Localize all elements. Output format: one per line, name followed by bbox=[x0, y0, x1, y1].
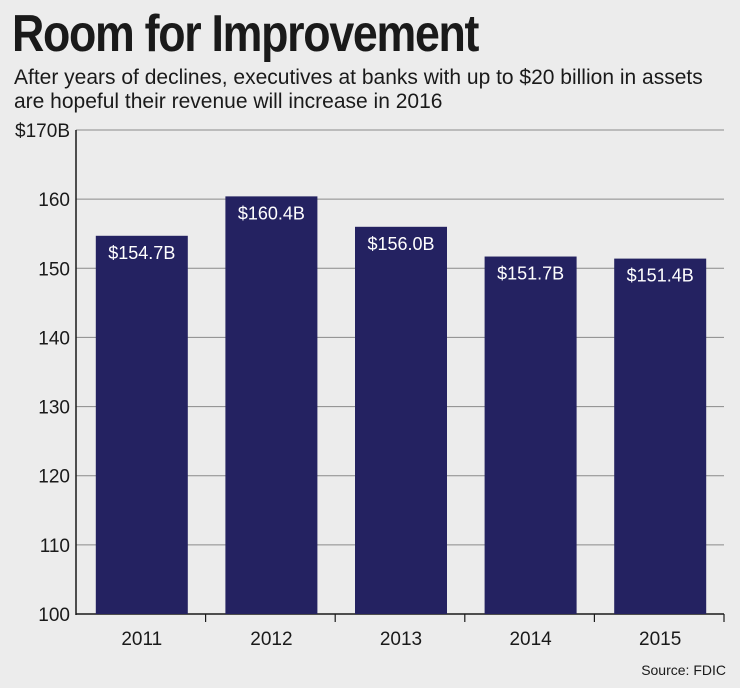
y-tick-label: $170B bbox=[15, 121, 70, 142]
x-tick-label: 2014 bbox=[509, 629, 552, 650]
chart-title: Room for Improvement bbox=[12, 5, 479, 63]
bar bbox=[95, 235, 188, 614]
y-tick-label: 150 bbox=[38, 259, 70, 280]
x-tick-label: 2013 bbox=[380, 629, 422, 650]
bar bbox=[225, 196, 318, 614]
x-tick-label: 2015 bbox=[639, 629, 681, 650]
y-tick-label: 110 bbox=[40, 536, 70, 557]
bar bbox=[355, 226, 447, 615]
y-tick-label: 100 bbox=[38, 605, 70, 626]
bar-value-label: $154.7B bbox=[108, 243, 175, 263]
bar bbox=[614, 258, 707, 614]
x-tick-label: 2012 bbox=[250, 629, 292, 650]
y-tick-label: 130 bbox=[38, 398, 70, 419]
chart-subtitle: After years of declines, executives at b… bbox=[14, 66, 703, 113]
bar-value-label: $156.0B bbox=[367, 234, 434, 254]
bar-value-label: $151.4B bbox=[627, 266, 694, 286]
bar-value-label: $160.4B bbox=[238, 203, 305, 223]
bar-value-label: $151.7B bbox=[497, 264, 564, 284]
x-tick-label: 2011 bbox=[121, 629, 162, 650]
y-tick-label: 120 bbox=[38, 467, 70, 488]
y-tick-label: 140 bbox=[38, 328, 70, 349]
y-tick-label: 160 bbox=[38, 190, 70, 211]
bar bbox=[484, 256, 577, 614]
source-note: Source: FDIC bbox=[641, 662, 726, 678]
